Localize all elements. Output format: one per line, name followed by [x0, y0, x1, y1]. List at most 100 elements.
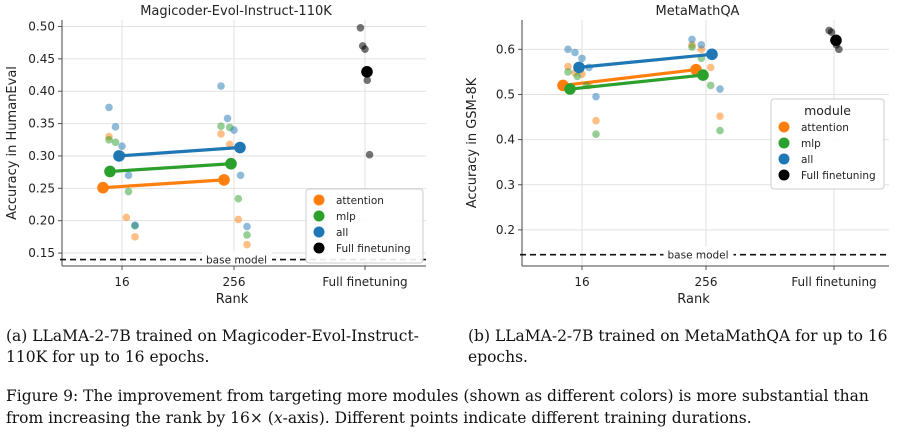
x-axis-label: Rank [216, 292, 249, 307]
chart-title: Magicoder-Evol-Instruct-110K [140, 4, 332, 19]
mean-point [830, 34, 842, 47]
data-point [225, 140, 234, 149]
y-tick-label: 0.40 [28, 84, 55, 98]
figure-caption-text-before: The improvement from targeting more modu… [6, 387, 869, 427]
x-tick-label: Full finetuning [791, 275, 876, 289]
data-point [105, 103, 113, 112]
data-point [564, 45, 572, 54]
legend-label: mlp [336, 211, 356, 223]
data-point [230, 126, 238, 134]
mean-line [102, 178, 225, 190]
data-point [592, 130, 600, 138]
mean-line [109, 162, 232, 174]
data-point [217, 122, 225, 130]
data-point [706, 81, 715, 90]
mean-point [573, 61, 585, 74]
figure-caption-axis-word: x [273, 409, 283, 427]
data-point [236, 171, 245, 180]
legend-marker [313, 210, 325, 222]
mean-point [361, 65, 373, 78]
y-tick-label: 0.15 [28, 246, 55, 260]
x-tick-label: 256 [695, 275, 718, 289]
y-tick-label: 0.5 [496, 87, 515, 101]
mean-point [706, 48, 718, 61]
legend-marker [778, 121, 790, 133]
data-point [706, 63, 715, 72]
data-point [716, 85, 724, 93]
legend-label: all [336, 227, 348, 239]
x-tick-label: 16 [114, 275, 129, 289]
chart-panel-2: 0.2 0.3 0.4 0.5 0.6 16 256 Full finetuning MetaM… [465, 4, 889, 307]
x-tick-label: 256 [223, 275, 246, 289]
data-point [243, 231, 251, 239]
y-tick-label: 0.4 [496, 133, 515, 147]
data-point [697, 41, 706, 49]
legend-label: attention [801, 122, 849, 134]
legend: attention mlp all Full finetuning [305, 188, 424, 264]
mean-line [569, 73, 704, 91]
series-all [105, 82, 251, 231]
series-attention [97, 130, 251, 249]
data-point [564, 68, 572, 76]
mean-point [225, 157, 237, 170]
data-point [223, 114, 232, 123]
series-full [356, 23, 374, 159]
data-point [124, 187, 133, 196]
mean-point [97, 181, 109, 194]
legend-marker [313, 194, 325, 206]
data-point [111, 123, 120, 131]
data-point [564, 62, 572, 71]
legend-box [305, 188, 424, 264]
y-tick-label: 0.2 [496, 223, 515, 237]
data-point [835, 45, 843, 54]
mean-line [578, 52, 713, 69]
mean-point [697, 69, 709, 81]
legend-box [770, 98, 885, 190]
base-model-label-bg [202, 251, 272, 266]
data-point [356, 23, 365, 32]
data-point [571, 48, 579, 57]
data-point [688, 35, 696, 44]
y-tick-label: 0.45 [28, 52, 55, 66]
data-point [363, 76, 372, 85]
legend-label: Full finetuning [336, 243, 411, 255]
figure-caption-label: Figure 9: [6, 387, 79, 405]
data-point [592, 92, 600, 101]
data-point [573, 72, 582, 81]
data-point [716, 112, 724, 120]
legend: module attention mlp all Full finetuning [770, 98, 885, 190]
y-tick-label: 0.25 [28, 181, 55, 195]
mean-point [564, 83, 576, 95]
x-tick-label: Full finetuning [322, 275, 407, 289]
data-point [131, 221, 139, 230]
data-point [688, 43, 696, 51]
mean-point [104, 165, 116, 178]
x-tick-label: 16 [574, 275, 589, 289]
legend-label: Full finetuning [801, 170, 876, 182]
base-model-label-bg [663, 246, 734, 261]
legend-marker [778, 169, 790, 181]
y-tick-label: 0.6 [496, 42, 515, 56]
mean-point [218, 174, 230, 186]
legend-label: all [801, 154, 813, 166]
base-model-label: base model [206, 255, 267, 267]
y-axis-label: Accuracy in GSM-8K [465, 77, 480, 208]
data-point [124, 171, 133, 180]
data-point [578, 54, 586, 63]
data-point [234, 215, 243, 224]
data-point [243, 240, 251, 249]
subcaption-a: (a) LLaMA-2-7B trained on Magicoder-Evol… [6, 327, 419, 366]
y-tick-label: 0.50 [28, 19, 55, 33]
chart-panel-1: 0.15 0.20 0.25 0.30 0.35 0.40 0.45 0.50 16 256 Ful… [5, 4, 426, 307]
y-tick-label: 0.20 [28, 214, 55, 228]
legend-marker [778, 137, 790, 149]
data-point [592, 116, 600, 125]
data-point [105, 135, 113, 144]
legend-title: module [804, 103, 851, 118]
data-point [217, 82, 225, 90]
x-axis-label: Rank [677, 292, 710, 307]
legend-label: mlp [801, 138, 821, 150]
legend-marker [778, 153, 790, 165]
data-point [131, 233, 139, 241]
figure-caption-text-after: -axis). Different points indicate differ… [282, 409, 752, 427]
